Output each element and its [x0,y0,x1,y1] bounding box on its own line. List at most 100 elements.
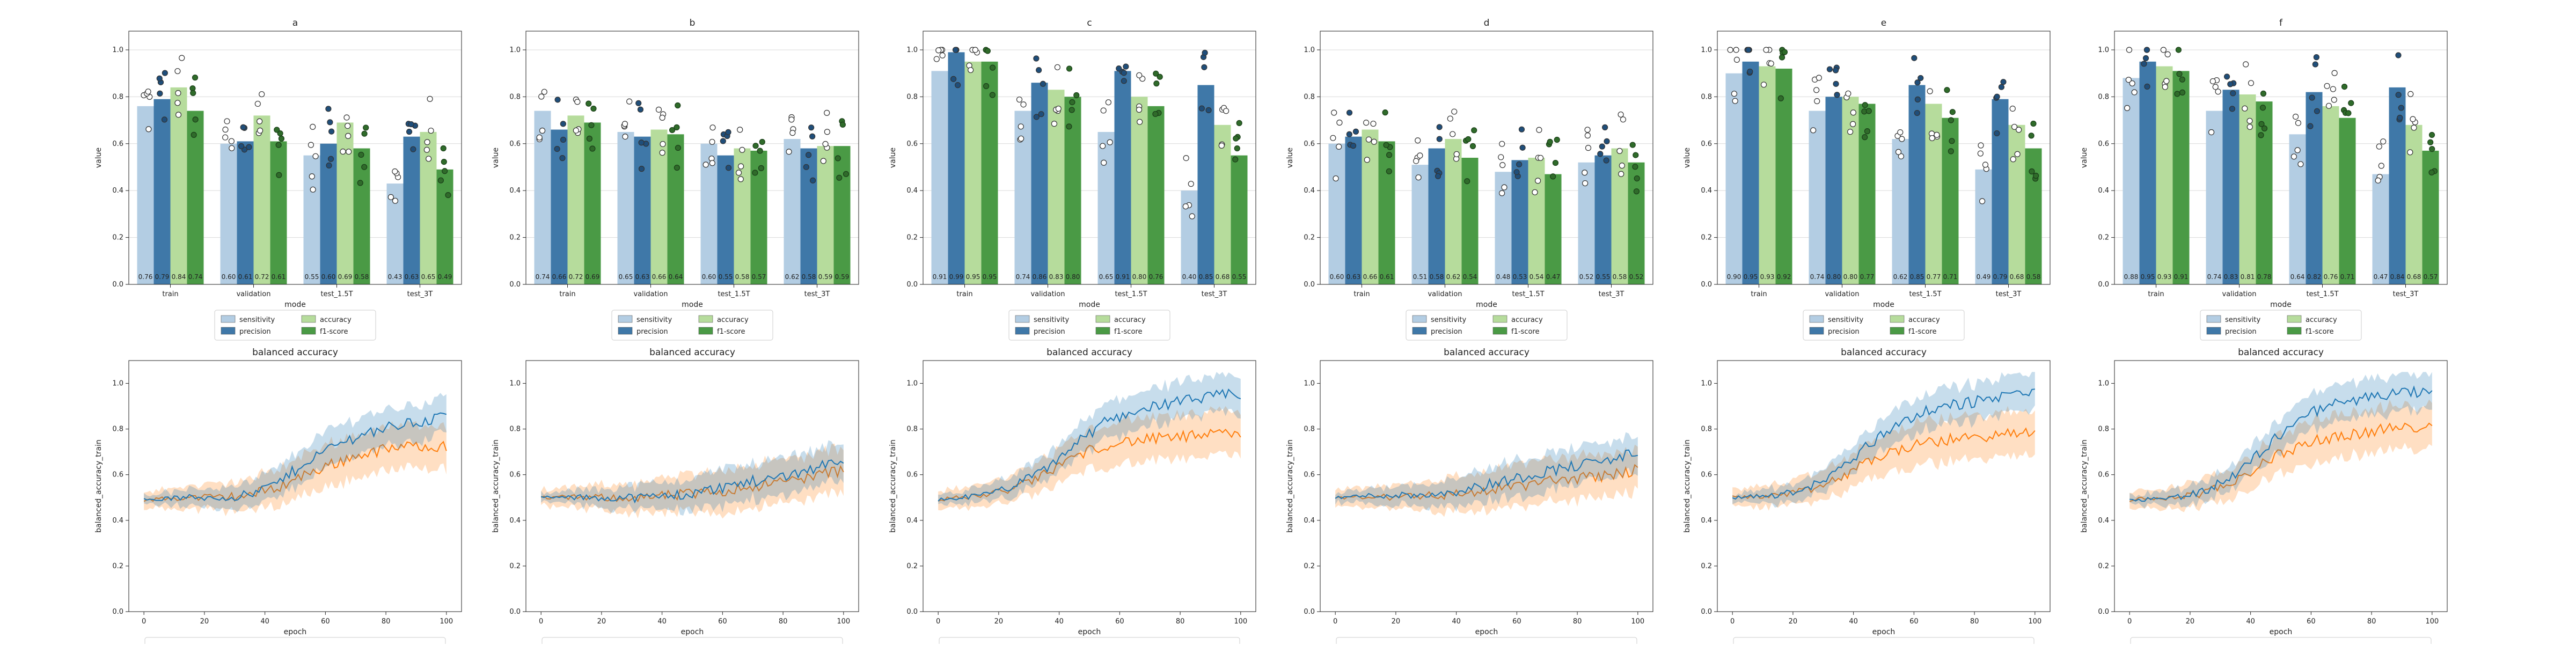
sample-point [1137,119,1143,125]
sample-point [2010,156,2016,163]
sample-point [276,172,282,178]
y-axis-label: value [2080,148,2089,168]
bar-sensitivity-test_3T [2372,174,2389,284]
series-line-train [938,388,1241,502]
sample-point [1845,90,1851,97]
sample-point [1781,49,1788,55]
bar-sensitivity-validation [220,143,237,284]
data-label: 0.80 [1827,273,1841,281]
bar-precision-test_1.5T [1114,71,1131,284]
sample-point [1218,142,1225,149]
x-tick-label: 80 [1573,618,1582,626]
bar-accuracy-test_3T [2008,124,2025,284]
data-label: 0.58 [802,273,816,281]
sample-point [222,126,229,133]
sample-point [1499,190,1505,196]
bar-accuracy-validation [1842,97,1859,285]
y-tick-label: 0.6 [1304,471,1315,479]
data-label: 0.83 [2224,273,2238,281]
y-tick-label: 0.8 [906,93,918,101]
bar-sensitivity-train [931,71,948,284]
y-tick-label: 0.4 [906,517,918,525]
legend-label-accuracy: accuracy [2306,316,2337,324]
sample-point [1101,159,1107,166]
axes-frame [1320,31,1653,285]
x-tick-label-train: train [956,290,972,298]
data-label: 0.49 [1977,273,1991,281]
data-label: 0.95 [1744,273,1758,281]
sample-point [1731,91,1738,97]
data-label: 0.63 [1346,273,1361,281]
y-tick-label: 0.0 [509,608,521,616]
data-label: 0.74 [188,273,203,281]
x-tick-label-train: train [162,290,178,298]
legend-swatch-sensitivity [618,315,633,323]
sample-point [1157,74,1163,80]
data-label: 0.58 [355,273,369,281]
sample-point [1554,136,1560,143]
sample-point [1603,157,1609,164]
sample-point [1447,115,1453,122]
sample-point [1352,128,1359,135]
sample-point [626,98,633,105]
bar-accuracy-test_1.5T [1528,158,1545,284]
sample-point [622,134,628,140]
sample-point [327,119,333,126]
sample-point [1994,93,2000,100]
x-tick-label: 40 [657,618,667,626]
data-label: 0.40 [1182,273,1197,281]
data-label: 0.63 [635,273,650,281]
sample-point [1152,111,1159,118]
sample-point [725,129,731,135]
bar-f1-score-test_1.5T [1147,106,1165,284]
x-axis-label: epoch [284,628,307,636]
data-label: 0.55 [1596,273,1611,281]
sample-point [638,166,645,172]
axes-frame [2114,31,2448,285]
y-tick-label: 0.2 [1701,234,1712,242]
sample-point [1364,157,1370,163]
sample-point [1897,129,1904,136]
sample-point [2295,120,2302,126]
sample-point [669,127,676,134]
sample-point [328,128,335,135]
sample-point [1499,141,1505,147]
y-tick-label: 0.8 [509,425,521,434]
sample-point [1136,106,1143,113]
sample-point [2144,83,2150,90]
sample-point [1632,164,1638,170]
sample-point [1232,156,1239,163]
bar-precision-test_1.5T [1511,160,1528,284]
legend-label-f1-score: f1-score [1908,328,1936,336]
axes-frame [1717,360,2051,612]
y-tick-label: 0.6 [2098,140,2109,148]
sample-point [839,121,846,128]
y-tick-label: 0.0 [1701,608,1712,616]
sample-point [2246,123,2253,130]
series-line-train [540,459,844,504]
data-label: 0.60 [321,273,336,281]
bar-precision-test_1.5T [1908,85,1926,284]
sample-point [836,174,843,181]
bar-accuracy-train [170,87,187,284]
sample-point [2313,54,2319,61]
sample-point [1417,152,1423,159]
legend-label-accuracy: accuracy [717,316,749,324]
bar-accuracy-test_3T [817,146,834,284]
sample-point [2141,61,2147,67]
y-tick-label: 1.0 [1701,380,1712,388]
sample-point [1436,124,1443,130]
bar-accuracy-validation [1048,90,1065,284]
x-axis-label: mode [682,300,703,309]
sample-point [1519,144,1526,151]
sample-point [1518,126,1525,133]
panel-title: f [2279,18,2283,28]
sample-point [1415,174,1422,181]
bar-sensitivity-test_1.5T [2289,134,2306,284]
sample-point [538,93,545,100]
sample-point [788,116,795,123]
sample-point [1336,143,1342,150]
x-axis-label: epoch [2270,628,2293,636]
sample-point [2028,133,2035,139]
x-tick-label-train: train [1353,290,1370,298]
